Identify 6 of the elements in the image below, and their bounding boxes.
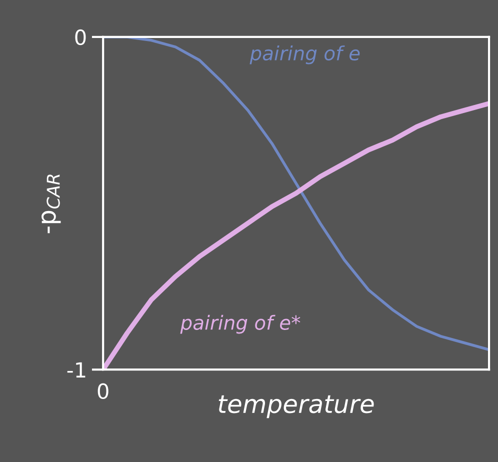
text: 0	[98, 383, 108, 400]
x-axis-title: temperature	[218, 395, 374, 418]
y-axis-title: -p$_{CAR}$	[42, 174, 61, 234]
series-label: pairing of e*	[180, 314, 300, 334]
y-tick-label: -1	[67, 362, 86, 378]
series-label: pairing of e	[250, 45, 360, 64]
